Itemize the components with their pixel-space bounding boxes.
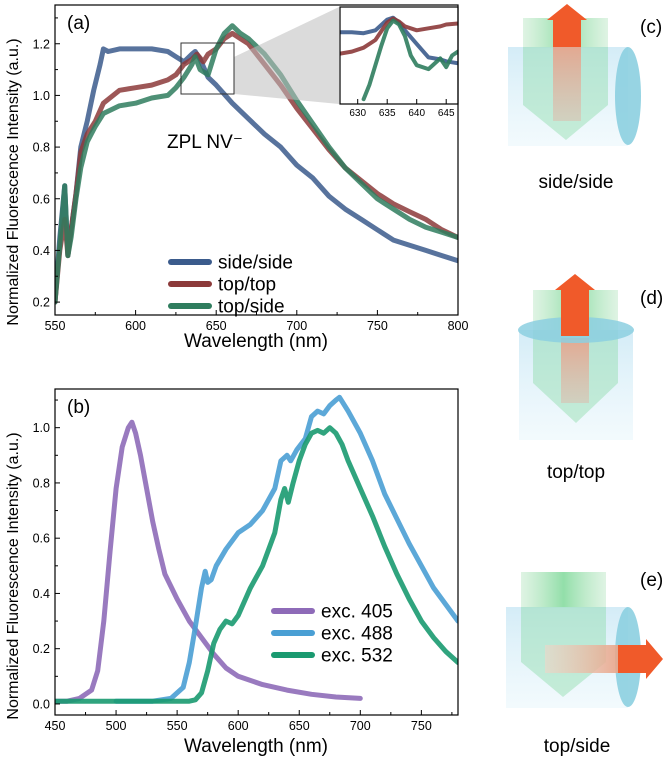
schematic-d-caption: top/top <box>547 462 605 483</box>
y-axis-label-b: Normalized Fluorescence Intensity (a.u.) <box>5 432 22 719</box>
panel-a: 550 600 650 700 750 800 0.2 0.4 0.6 0.8 1.0 1.2 630… <box>5 4 469 352</box>
schematic-c-label: (c) <box>640 17 662 38</box>
plot-frame <box>54 388 459 716</box>
schematic-e: (e) top/side <box>506 570 663 757</box>
x-axis-label-b: Wavelength (nm) <box>184 736 328 757</box>
schematic-d-label: (d) <box>640 288 663 309</box>
y-axis-label-a: Normalized Fluorescence Intensity (a.u.) <box>5 38 22 325</box>
zpl-annotation: ZPL NV⁻ <box>167 132 243 153</box>
fluorescence-column <box>561 338 589 403</box>
panel-b: 450 500 550 600 650 700 7500.00.20.40.60.81.0 … <box>5 388 459 757</box>
panel-b-label: (b) <box>67 397 90 418</box>
x-tick-label: 800 <box>448 319 469 333</box>
y-tick-label: 0.2 <box>33 296 50 310</box>
y-tick-label: 0.4 <box>33 244 50 258</box>
inset-selection-box <box>180 42 235 95</box>
legend-label: top/side <box>218 297 285 318</box>
x-tick-label: 450 <box>45 719 66 733</box>
series-line-exc-488 <box>113 394 458 704</box>
y-tick-label: 0.0 <box>33 697 50 711</box>
fluorescence-column <box>545 645 620 673</box>
legend-label: exc. 405 <box>321 602 393 623</box>
red-emission-arrow <box>547 4 587 47</box>
x-tick-label: 650 <box>289 719 310 733</box>
inset-zoom-wedge <box>234 7 339 104</box>
x-tick-label: 630 <box>349 108 366 119</box>
x-tick-label: 550 <box>167 719 188 733</box>
y-tick-label: 0.6 <box>33 532 50 546</box>
y-tick-label: 1.0 <box>33 421 50 435</box>
x-tick-label: 750 <box>411 719 432 733</box>
x-tick-label: 500 <box>106 719 127 733</box>
x-tick-label: 550 <box>45 319 66 333</box>
series-line-top-top <box>340 16 458 56</box>
x-tick-label: 600 <box>228 719 249 733</box>
red-emission-arrow <box>618 639 663 679</box>
green-excitation-beam <box>521 572 606 608</box>
x-tick-label: 700 <box>350 719 371 733</box>
x-axis-label-a: Wavelength (nm) <box>184 331 328 352</box>
x-tick-label: 700 <box>286 319 307 333</box>
y-tick-label: 0.2 <box>33 642 50 656</box>
legend-label: exc. 488 <box>321 624 393 645</box>
schematic-e-label: (e) <box>640 570 663 591</box>
y-tick-label: 1.0 <box>33 89 50 103</box>
schematic-c-caption: side/side <box>539 172 614 193</box>
x-tick-label: 600 <box>125 319 146 333</box>
x-tick-label: 645 <box>438 108 455 119</box>
y-tick-label: 0.6 <box>33 192 50 206</box>
x-tick-label: 635 <box>379 108 396 119</box>
x-tick-label: 650 <box>206 319 227 333</box>
series-line-exc-405 <box>55 419 363 704</box>
fluorescence-column <box>553 47 581 121</box>
legend-label: top/top <box>218 275 276 296</box>
schematic-c: (c) side/side <box>508 4 662 193</box>
y-tick-label: 0.4 <box>33 587 50 601</box>
fiber-end-face <box>615 47 641 145</box>
y-tick-label: 0.8 <box>33 476 50 490</box>
plot-frame <box>339 6 459 105</box>
schematic-e-caption: top/side <box>544 736 611 757</box>
red-emission-arrow <box>555 274 595 336</box>
panel-a-label: (a) <box>67 13 90 34</box>
y-tick-label: 0.8 <box>33 141 50 155</box>
series-line-top-side <box>55 23 458 305</box>
legend-label: side/side <box>218 253 293 274</box>
x-tick-label: 640 <box>408 108 425 119</box>
series-line-exc-532 <box>55 425 458 704</box>
x-tick-label: 750 <box>367 319 388 333</box>
y-tick-label: 1.2 <box>33 37 50 51</box>
series-line-top-side <box>361 18 458 102</box>
legend-label: exc. 532 <box>321 646 393 667</box>
schematic-d: (d) top/top <box>518 274 663 483</box>
